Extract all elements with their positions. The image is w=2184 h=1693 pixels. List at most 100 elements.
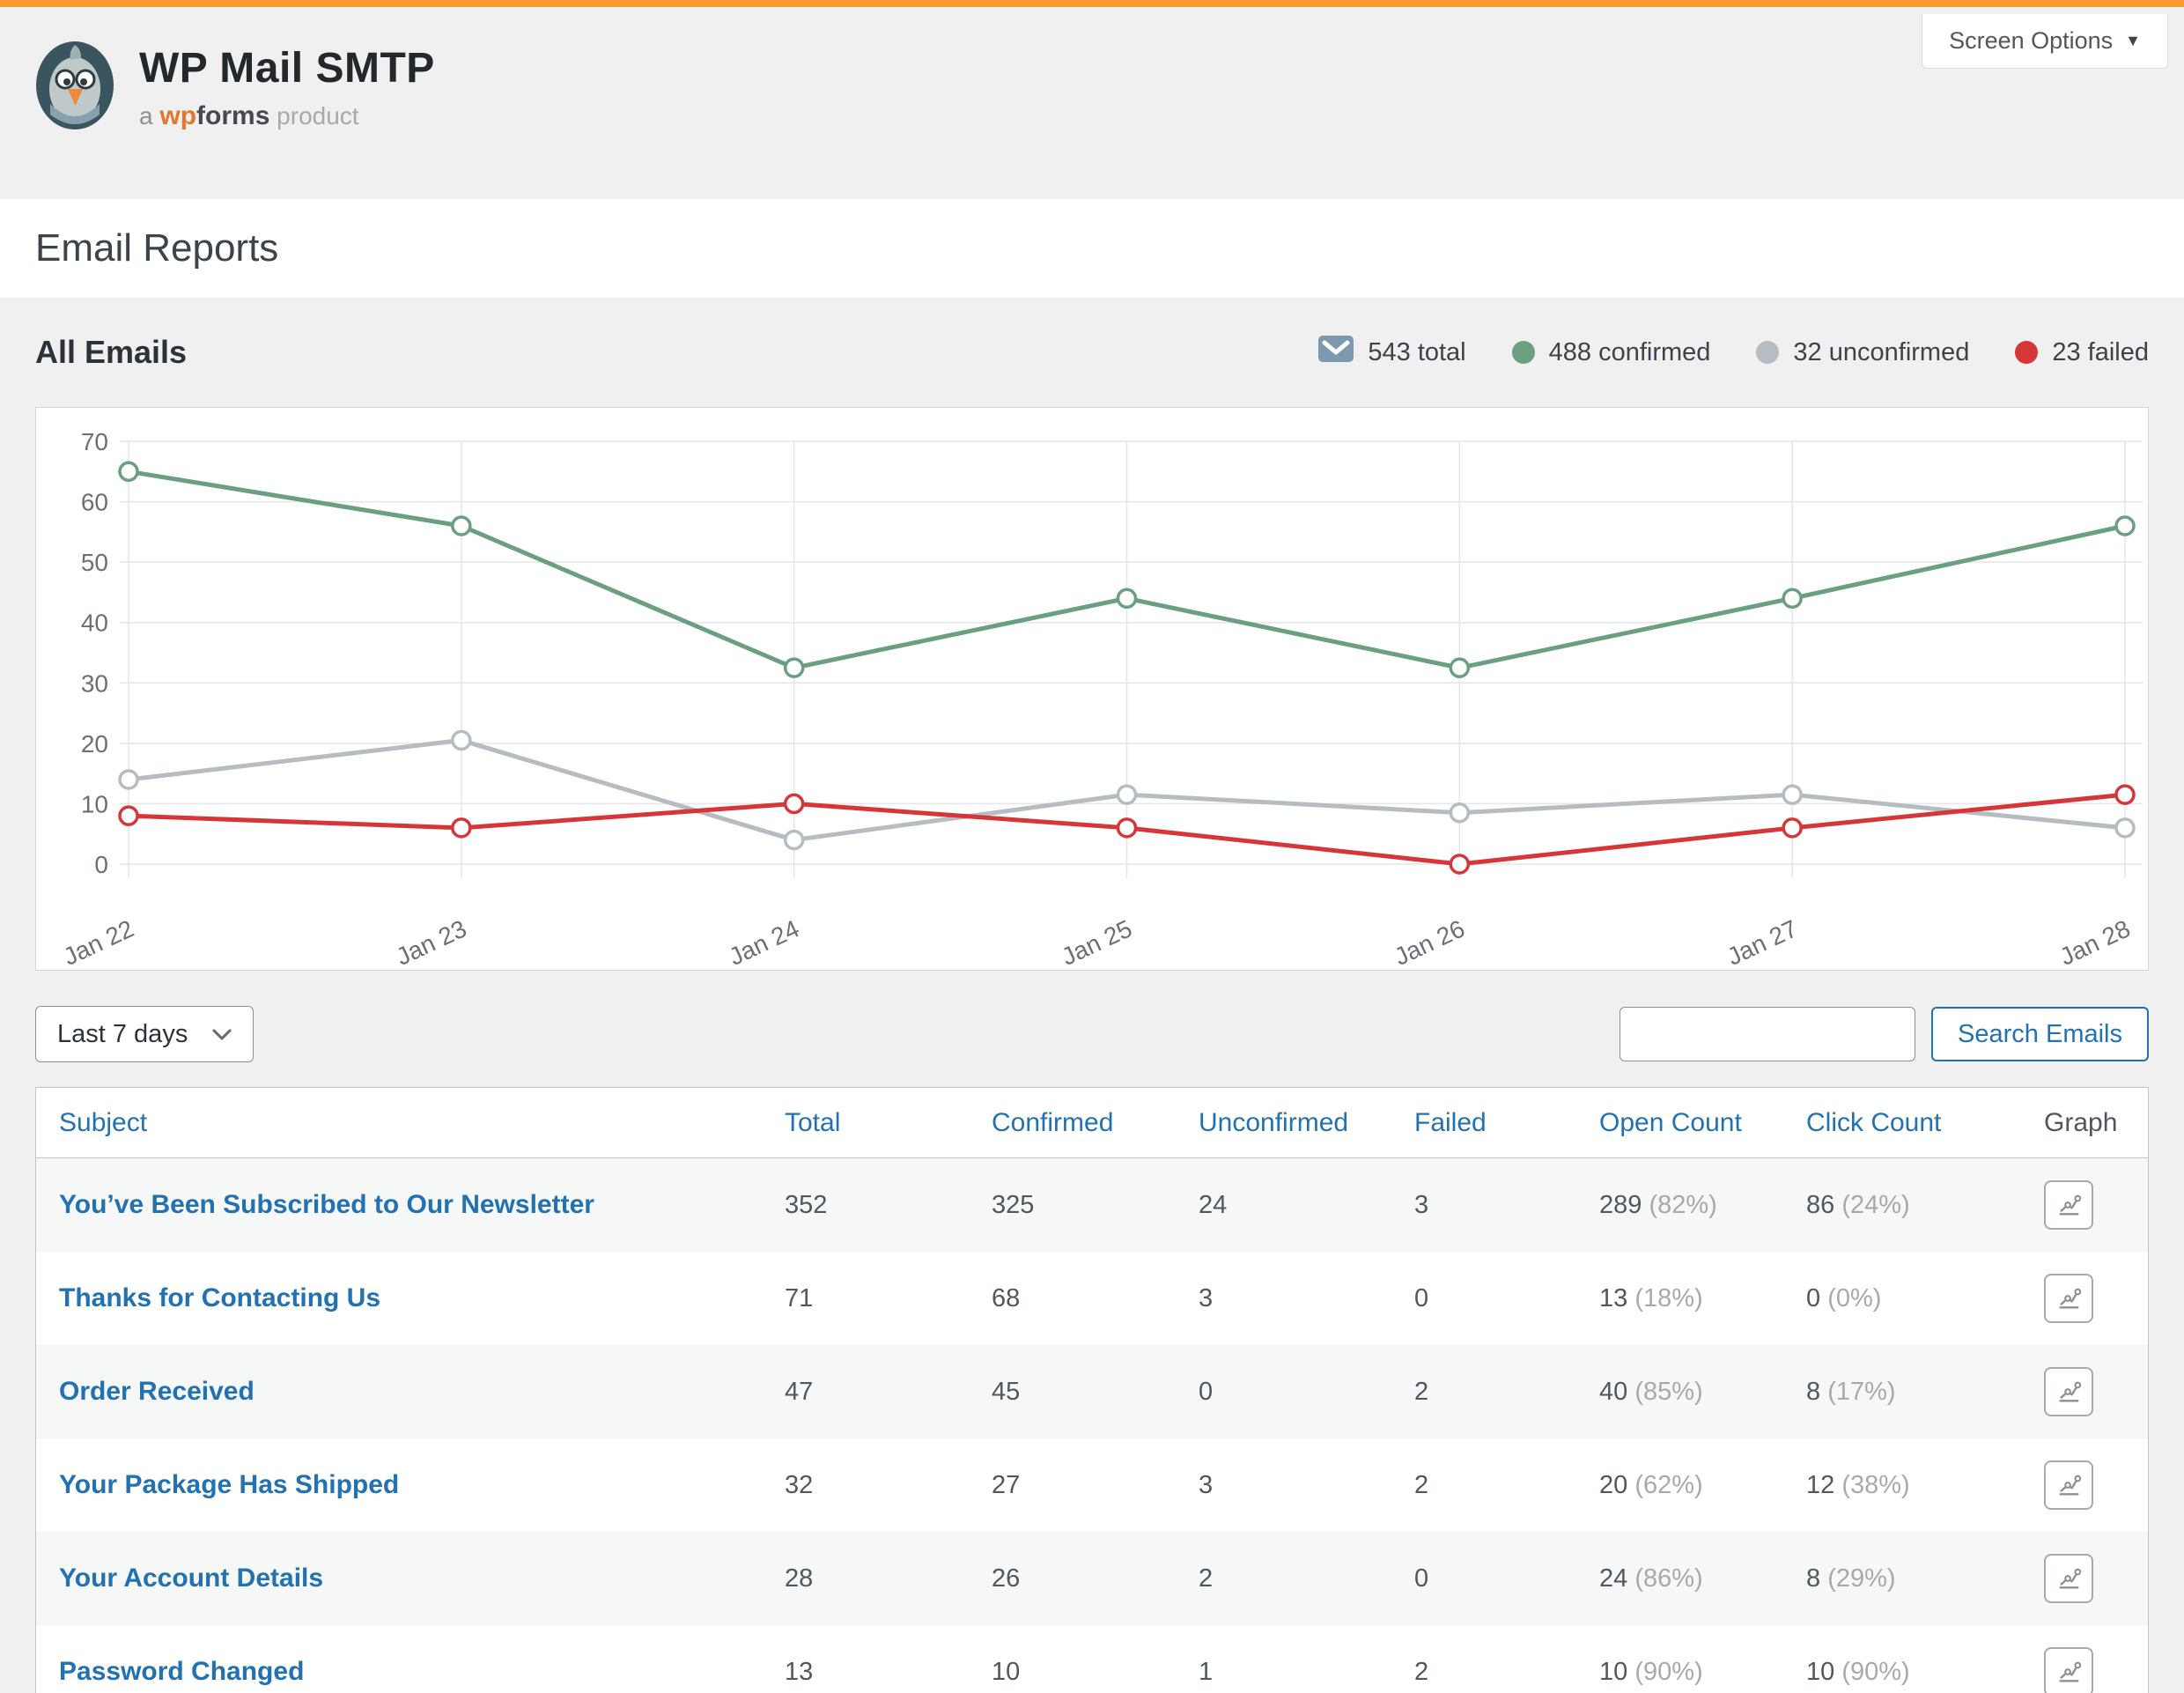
table-row: Password Changed 13 10 1 2 10 (90%) 10 (…	[36, 1625, 2148, 1693]
mini-line-chart-icon	[2059, 1475, 2082, 1496]
unconfirmed-cell: 0	[1199, 1377, 1214, 1406]
email-subject-link[interactable]: Thanks for Contacting Us	[59, 1283, 381, 1312]
unconfirmed-cell: 2	[1199, 1564, 1214, 1593]
mini-line-chart-icon	[2059, 1661, 2082, 1682]
unconfirmed-cell: 3	[1199, 1283, 1214, 1312]
select-chevron-icon	[212, 1029, 232, 1039]
unconfirmed-cell: 1	[1199, 1657, 1214, 1686]
row-graph-button[interactable]	[2044, 1367, 2093, 1416]
date-range-value: Last 7 days	[57, 1019, 188, 1048]
legend-total-label: total	[1417, 337, 1466, 366]
legend-failed: 23 failed	[2015, 338, 2149, 367]
column-header-open-count[interactable]: Open Count	[1599, 1107, 1742, 1137]
table-row: Thanks for Contacting Us 71 68 3 0 13 (1…	[36, 1252, 2148, 1345]
svg-text:50: 50	[81, 549, 108, 576]
open-count-cell: 289 (82%)	[1599, 1190, 1717, 1219]
open-count-cell: 10 (90%)	[1599, 1657, 1703, 1686]
email-subject-link[interactable]: Your Account Details	[59, 1564, 324, 1593]
legend-total-count: 543	[1368, 337, 1411, 366]
row-graph-button[interactable]	[2044, 1274, 2093, 1323]
column-header-click-count[interactable]: Click Count	[1806, 1107, 1942, 1137]
column-header-subject[interactable]: Subject	[59, 1107, 148, 1137]
legend-unconfirmed: 32 unconfirmed	[1756, 338, 1969, 367]
confirmed-cell: 68	[992, 1283, 1021, 1312]
legend-confirmed-label: confirmed	[1598, 337, 1711, 366]
legend-total: 543 total	[1318, 336, 1466, 369]
svg-text:0: 0	[94, 851, 108, 878]
unconfirmed-cell: 24	[1199, 1190, 1228, 1219]
chart-legend: 543 total 488 confirmed 32 unconfirmed 2…	[1318, 336, 2149, 369]
svg-text:Jan 25: Jan 25	[1058, 914, 1136, 970]
column-header-total[interactable]: Total	[785, 1107, 841, 1137]
click-count-cell: 8 (29%)	[1806, 1564, 1896, 1593]
confirmed-dot-icon	[1511, 341, 1535, 364]
svg-text:Jan 26: Jan 26	[1391, 914, 1469, 970]
email-subject-link[interactable]: Your Package Has Shipped	[59, 1470, 400, 1499]
total-cell: 13	[785, 1657, 814, 1686]
legend-unconfirmed-label: unconfirmed	[1828, 337, 1970, 366]
mini-line-chart-icon	[2059, 1568, 2082, 1589]
section-title: All Emails	[35, 334, 188, 370]
click-count-cell: 12 (38%)	[1806, 1470, 1910, 1499]
row-graph-button[interactable]	[2044, 1554, 2093, 1603]
row-graph-button[interactable]	[2044, 1647, 2093, 1693]
svg-text:40: 40	[81, 610, 108, 637]
screen-options-button[interactable]: Screen Options ▼	[1922, 14, 2168, 69]
brand-subtitle: a wpforms product	[139, 101, 435, 131]
admin-accent-bar	[0, 0, 2184, 7]
legend-confirmed: 488 confirmed	[1511, 337, 1711, 367]
email-subject-link[interactable]: You’ve Been Subscribed to Our Newsletter	[59, 1190, 594, 1219]
svg-text:30: 30	[81, 669, 108, 697]
table-row: Your Package Has Shipped 32 27 3 2 20 (6…	[36, 1438, 2148, 1532]
svg-text:Jan 22: Jan 22	[59, 914, 137, 970]
date-range-select[interactable]: Last 7 days	[35, 1006, 254, 1062]
failed-cell: 3	[1414, 1190, 1429, 1219]
column-header-unconfirmed[interactable]: Unconfirmed	[1199, 1107, 1349, 1137]
legend-failed-count: 23	[2052, 337, 2081, 366]
failed-cell: 0	[1414, 1564, 1429, 1593]
page-title: Email Reports	[35, 226, 279, 270]
unconfirmed-dot-icon	[1756, 341, 1780, 364]
search-input[interactable]	[1620, 1007, 1916, 1061]
table-row: Your Account Details 28 26 2 0 24 (86%) …	[36, 1532, 2148, 1625]
mini-line-chart-icon	[2059, 1288, 2082, 1309]
open-count-cell: 24 (86%)	[1599, 1564, 1703, 1593]
email-subject-link[interactable]: Order Received	[59, 1377, 255, 1406]
unconfirmed-cell: 3	[1199, 1470, 1214, 1499]
column-header-failed[interactable]: Failed	[1414, 1107, 1487, 1137]
page-title-band: Email Reports	[0, 199, 2184, 298]
failed-cell: 2	[1414, 1657, 1429, 1686]
brand-title: WP Mail SMTP	[139, 45, 435, 92]
brand-subtitle-forms: forms	[196, 101, 270, 130]
svg-text:Jan 27: Jan 27	[1723, 914, 1801, 970]
confirmed-cell: 325	[992, 1190, 1035, 1219]
email-subject-link[interactable]: Password Changed	[59, 1657, 305, 1686]
emails-line-chart: 0 10 20 30 40 50 60 70 Jan 22 Jan 23 Jan 24 Jan 25 J…	[35, 407, 2149, 971]
total-cell: 352	[785, 1190, 828, 1219]
click-count-cell: 86 (24%)	[1806, 1190, 1910, 1219]
column-header-confirmed[interactable]: Confirmed	[992, 1107, 1114, 1137]
row-graph-button[interactable]	[2044, 1180, 2093, 1230]
svg-text:10: 10	[81, 790, 108, 817]
brand-subtitle-a: a	[139, 102, 153, 129]
table-row: Order Received 47 45 0 2 40 (85%) 8 (17%…	[36, 1345, 2148, 1438]
open-count-cell: 40 (85%)	[1599, 1377, 1703, 1406]
envelope-icon	[1318, 336, 1354, 369]
click-count-cell: 0 (0%)	[1806, 1283, 1882, 1312]
click-count-cell: 8 (17%)	[1806, 1377, 1896, 1406]
legend-confirmed-count: 488	[1548, 337, 1592, 366]
click-count-cell: 10 (90%)	[1806, 1657, 1910, 1686]
legend-unconfirmed-count: 32	[1793, 337, 1822, 366]
confirmed-cell: 10	[992, 1657, 1021, 1686]
wp-mail-smtp-logo	[35, 41, 114, 135]
search-emails-button[interactable]: Search Emails	[1931, 1007, 2149, 1061]
failed-dot-icon	[2015, 341, 2039, 364]
row-graph-button[interactable]	[2044, 1460, 2093, 1510]
svg-text:Jan 23: Jan 23	[392, 914, 470, 970]
email-reports-table: Subject Total Confirmed Unconfirmed Fail…	[35, 1087, 2149, 1693]
svg-text:Jan 28: Jan 28	[2055, 914, 2134, 970]
table-row: You’ve Been Subscribed to Our Newsletter…	[36, 1158, 2148, 1252]
column-header-graph: Graph	[2044, 1107, 2118, 1137]
total-cell: 32	[785, 1470, 814, 1499]
table-header-row: Subject Total Confirmed Unconfirmed Fail…	[36, 1088, 2148, 1158]
